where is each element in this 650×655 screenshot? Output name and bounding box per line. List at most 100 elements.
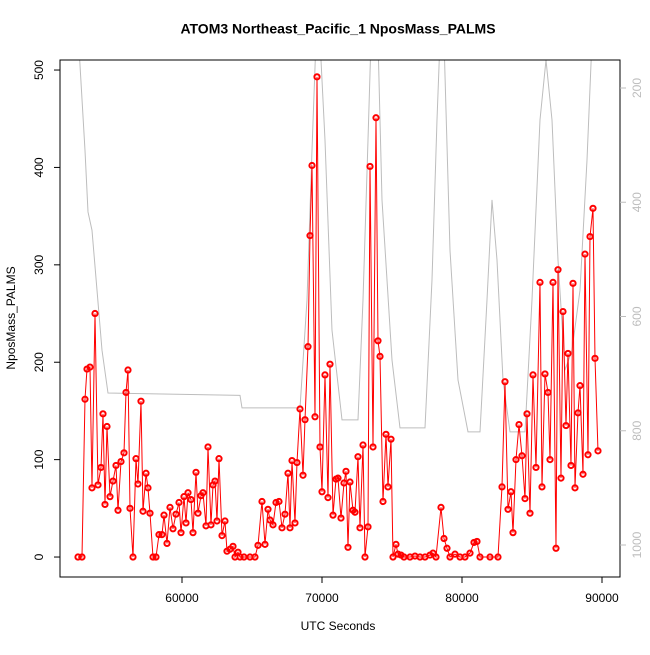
data-point [354, 453, 362, 461]
data-point [526, 509, 534, 517]
data-point [364, 523, 372, 531]
data-point [437, 503, 445, 511]
data-point [296, 405, 304, 413]
data-point [155, 531, 163, 539]
y-tick-label: 200 [32, 352, 46, 372]
data-point [342, 467, 350, 475]
data-point [215, 455, 223, 463]
data-point [356, 524, 364, 532]
data-point [109, 477, 117, 485]
data-point [158, 531, 166, 539]
data-point [124, 366, 132, 374]
data-point [567, 461, 575, 470]
data-point [177, 529, 185, 537]
data-point [207, 521, 215, 529]
data-point [384, 483, 392, 491]
data-point [172, 510, 180, 518]
data-point [175, 498, 183, 507]
data-point [189, 529, 197, 537]
data-point [591, 354, 599, 362]
data-point [374, 337, 382, 345]
data-point [74, 553, 82, 561]
data-point [306, 232, 314, 240]
data-point [369, 443, 377, 451]
data-point [299, 471, 307, 479]
data-point [529, 371, 537, 379]
data-point [584, 451, 592, 459]
x-tick-label: 70000 [305, 591, 339, 605]
chart-title: ATOM3 Northeast_Pacific_1 NposMass_PALMS [180, 21, 495, 37]
data-point [149, 553, 157, 561]
data-point [264, 505, 272, 513]
data-point [160, 511, 168, 519]
data-point [507, 488, 515, 496]
y-axis-label: NposMass_PALMS [4, 266, 18, 369]
data-point [275, 497, 283, 506]
data-point [129, 553, 137, 561]
data-point [546, 456, 554, 464]
data-point [221, 517, 229, 525]
data-point [114, 506, 122, 514]
data-point [304, 343, 312, 351]
data-point [99, 410, 107, 418]
data-point [291, 519, 299, 527]
data-point [554, 266, 562, 274]
data-point [382, 430, 390, 438]
data-point [182, 519, 190, 527]
x-tick-label: 90000 [585, 591, 619, 605]
data-point [446, 553, 454, 561]
data-point [532, 463, 540, 472]
data-point [557, 474, 565, 482]
data-point [579, 470, 587, 478]
data-point [132, 455, 140, 463]
data-point [251, 553, 259, 561]
data-point [286, 524, 294, 532]
data-point [562, 421, 570, 430]
data-point [117, 457, 125, 466]
data-point [486, 553, 494, 561]
data-point [144, 484, 152, 492]
data-point [509, 529, 517, 537]
data-point [266, 516, 274, 524]
data-point [324, 494, 332, 502]
data-point [501, 378, 509, 386]
data-point [432, 553, 440, 561]
data-point [326, 360, 334, 368]
data-point [184, 489, 192, 497]
y2-tick-label: 400 [630, 192, 644, 212]
data-point [122, 388, 130, 397]
data-point [564, 349, 572, 358]
data-point [101, 500, 109, 509]
data-point [372, 114, 380, 122]
y2-tick-label: 600 [630, 306, 644, 326]
plot-frame [59, 59, 621, 578]
y2-tick-label: 200 [630, 78, 644, 98]
data-point [91, 309, 99, 318]
data-point [229, 542, 237, 550]
data-point [313, 73, 321, 81]
data-point [521, 494, 529, 503]
data-point [152, 553, 160, 561]
data-point [281, 510, 289, 518]
data-point [461, 553, 469, 561]
data-point [169, 525, 177, 533]
data-point [440, 534, 448, 543]
data-point [187, 495, 195, 504]
data-point [81, 395, 89, 403]
data-point [194, 509, 202, 517]
x-tick-label: 80000 [445, 591, 479, 605]
data-point [137, 397, 145, 405]
y-tick-label: 0 [32, 553, 46, 560]
data-point [541, 370, 549, 378]
y2-tick-label: 800 [630, 420, 644, 440]
data-point [318, 488, 326, 496]
data-point [389, 553, 397, 561]
y-tick-label: 300 [32, 255, 46, 275]
data-point [515, 420, 523, 429]
data-point [142, 469, 150, 477]
data-point [576, 382, 584, 390]
data-point [337, 514, 345, 522]
data-point [112, 461, 120, 470]
